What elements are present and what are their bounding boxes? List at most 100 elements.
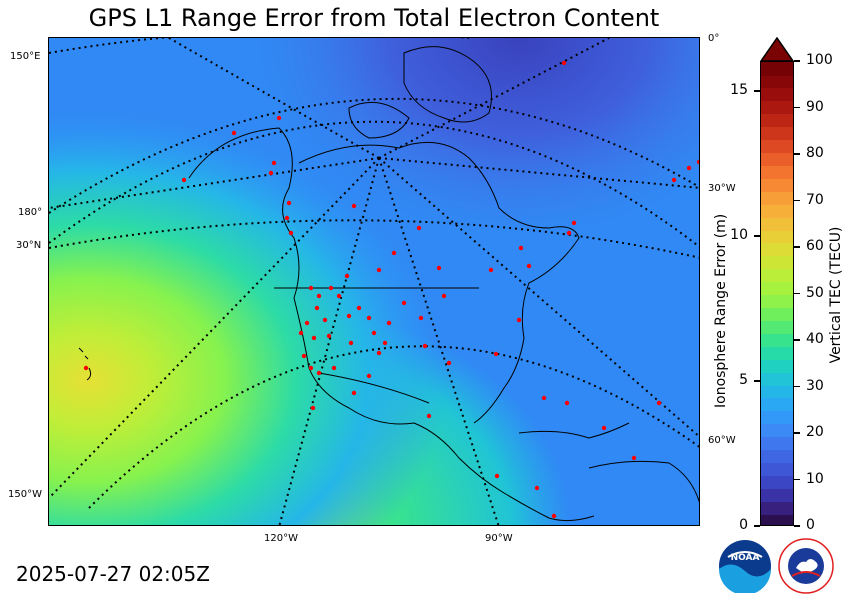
colorbar-band	[761, 217, 793, 231]
graticule-parallel-north	[49, 38, 469, 54]
right-tick-mark	[794, 385, 800, 388]
colorbar-band	[761, 242, 793, 257]
right-tick-mark	[794, 292, 800, 295]
colorbar-band	[761, 178, 793, 192]
graticule-label-30n: 30°N	[16, 240, 42, 251]
graticule-meridian-60w	[378, 157, 699, 438]
colorbar-band	[761, 307, 793, 321]
colorbar-band	[761, 126, 793, 141]
left-axis-label: Ionosphere Range Error (m)	[713, 213, 729, 408]
colorbar-band	[761, 436, 793, 451]
right-tick-label: 20	[806, 424, 824, 440]
colorbar-band	[761, 410, 793, 425]
timestamp: 2025-07-27 02:05Z	[16, 562, 210, 586]
graticule-label-90w: 90°W	[485, 533, 513, 544]
colorbar-extend-arrow	[760, 37, 794, 62]
coastline-hawaii	[78, 347, 92, 381]
right-tick-mark	[794, 339, 800, 341]
left-tick-label: 10	[730, 227, 748, 243]
graticule-label-150e: 150°E	[10, 51, 41, 62]
right-tick-mark	[794, 60, 800, 62]
colorbar-band	[761, 294, 793, 309]
tec-map	[49, 38, 699, 525]
colorbar-band	[761, 488, 793, 502]
colorbar-band	[761, 475, 793, 489]
border-us-mexico	[318, 372, 430, 404]
coastline-baffin	[348, 101, 410, 139]
colorbar-band	[761, 229, 793, 244]
graticule	[49, 38, 699, 525]
colorbar-band	[761, 113, 793, 128]
right-tick-label: 40	[806, 331, 824, 347]
graticule-label-30w: 30°W	[708, 183, 736, 194]
colorbar-band	[761, 333, 793, 347]
left-tick-label: 15	[730, 82, 748, 98]
right-tick-mark	[794, 199, 800, 202]
coastlines	[78, 46, 699, 522]
right-tick-label: 80	[806, 145, 824, 161]
tec-high-region	[49, 38, 699, 525]
colorbar-band	[761, 74, 793, 89]
colorbar-band	[761, 359, 793, 373]
colorbar-band	[761, 100, 793, 115]
map-panel	[48, 37, 700, 526]
graticule-meridian-150w	[49, 157, 380, 499]
colorbar-band	[761, 204, 793, 218]
left-tick-mark	[754, 90, 760, 92]
colorbar-band	[761, 462, 793, 476]
gps-stations	[83, 60, 699, 519]
right-tick-label: 60	[806, 238, 824, 254]
colorbar-band	[761, 501, 793, 515]
noaa-logo: NOAA	[719, 540, 771, 593]
chart-title: GPS L1 Range Error from Total Electron C…	[88, 4, 660, 32]
colorbar-band	[761, 423, 793, 438]
graticule-label-60w: 60°W	[708, 435, 736, 446]
left-tick-mark	[754, 380, 760, 382]
coastline-caribbean	[518, 422, 630, 439]
nws-logo	[778, 538, 834, 594]
colorbar-band	[761, 165, 793, 179]
coastline-south-america	[588, 460, 699, 503]
colorbar-band	[761, 255, 793, 270]
graticule-label-150w: 150°W	[8, 489, 42, 500]
left-tick-label: 5	[739, 372, 748, 388]
graticule-label-0: 0°	[708, 33, 720, 44]
graticule-meridian-120w	[278, 157, 380, 525]
colorbar-band	[761, 87, 793, 102]
colorbar-band	[761, 191, 793, 205]
right-tick-mark	[794, 432, 800, 434]
right-tick-label: 0	[806, 517, 815, 533]
graticule-meridian-180	[49, 157, 380, 209]
coastline-west	[188, 127, 595, 522]
colorbar-band	[761, 268, 793, 283]
colorbar-band	[761, 62, 793, 76]
right-tick-label: 30	[806, 377, 824, 394]
right-tick-mark	[794, 246, 800, 248]
colorbar-band	[761, 514, 793, 525]
right-tick-label: 70	[806, 191, 824, 208]
graticule-label-180: 180°	[18, 207, 43, 218]
right-tick-mark	[794, 525, 800, 527]
colorbar-band	[761, 139, 793, 154]
right-tick-label: 10	[806, 470, 824, 487]
graticule-parallel-60n	[49, 97, 699, 214]
graticule-label-120w: 120°W	[264, 533, 298, 544]
graticule-meridian-0	[378, 38, 610, 159]
colorbar-band	[761, 281, 793, 296]
right-tick-mark	[794, 153, 800, 155]
graticule-meridian-150e	[168, 38, 380, 159]
colorbar-band	[761, 320, 793, 334]
colorbar	[760, 61, 794, 526]
colorbar-band	[761, 449, 793, 464]
colorbar-band	[761, 346, 793, 360]
right-tick-mark	[794, 106, 800, 109]
right-tick-label: 50	[806, 284, 824, 301]
noaa-logo-text: NOAA	[731, 553, 760, 563]
left-tick-mark	[754, 235, 760, 237]
colorbar-band	[761, 152, 793, 166]
coastline-greenland	[403, 46, 492, 123]
colorbar-band	[761, 397, 793, 412]
right-tick-label: 100	[806, 52, 833, 68]
right-tick-mark	[794, 478, 800, 481]
right-tick-label: 90	[806, 98, 824, 115]
